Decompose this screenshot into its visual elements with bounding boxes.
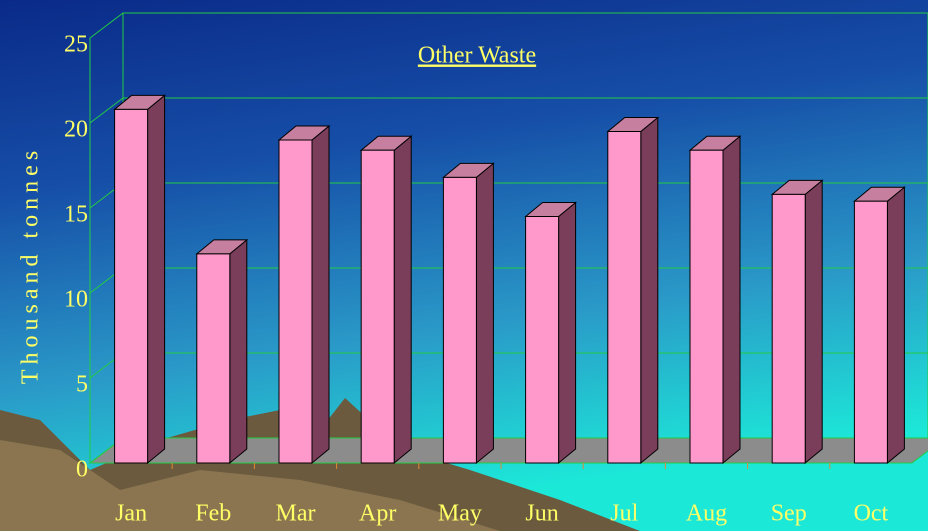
x-tick-label: Aug <box>686 501 727 527</box>
bar <box>770 179 824 465</box>
bar-side <box>886 186 905 465</box>
bar <box>524 201 577 465</box>
x-tick-label: Apr <box>359 501 396 527</box>
bar-side <box>558 201 577 465</box>
bar-side <box>804 179 823 465</box>
y-tick-label: 10 <box>64 287 88 313</box>
bar-side <box>475 162 494 465</box>
y-tick-label: 5 <box>76 372 88 398</box>
x-tick-label: Jul <box>610 501 638 527</box>
y-tick-label: 0 <box>76 457 88 483</box>
bar-side <box>722 135 741 465</box>
bar-front <box>853 200 888 464</box>
bar-front <box>114 108 149 464</box>
plot-area: 0 5 10 15 20 25 <box>64 12 928 483</box>
bar <box>688 135 742 465</box>
bar <box>359 135 413 465</box>
bar-side <box>229 238 248 465</box>
bar-front <box>442 176 477 464</box>
grid-line <box>89 97 928 124</box>
y-tick-label: 15 <box>64 202 88 228</box>
bar <box>606 116 660 465</box>
bar-front <box>360 149 395 464</box>
x-tick-label: Feb <box>195 501 231 527</box>
bar <box>195 238 249 465</box>
chart-title: Other Waste <box>418 43 536 69</box>
bar-front <box>278 139 313 464</box>
bar-front <box>689 149 724 464</box>
x-tick-label: Jun <box>525 501 558 527</box>
x-tick-label: Sep <box>771 501 807 527</box>
bar <box>113 94 166 465</box>
mountain <box>0 440 500 531</box>
bar-side <box>147 94 166 465</box>
bar-front <box>607 131 642 464</box>
bar-front <box>196 253 231 464</box>
bar-side <box>393 135 412 465</box>
bar-side <box>311 124 330 465</box>
grid-line <box>89 12 928 39</box>
bar-side <box>640 116 659 465</box>
bar <box>853 186 906 465</box>
x-tick-label: May <box>438 501 482 527</box>
x-tick-label: Mar <box>276 501 316 527</box>
x-tick-label: Oct <box>854 501 889 527</box>
bar <box>277 124 331 465</box>
y-tick-label: 20 <box>64 117 88 143</box>
bar-front <box>525 216 560 464</box>
y-axis-label: Thousand tonnes <box>18 146 44 384</box>
y-tick-label: 25 <box>64 32 88 58</box>
bar <box>442 162 495 465</box>
bar-front <box>771 193 806 464</box>
x-tick-label: Jan <box>115 501 147 527</box>
